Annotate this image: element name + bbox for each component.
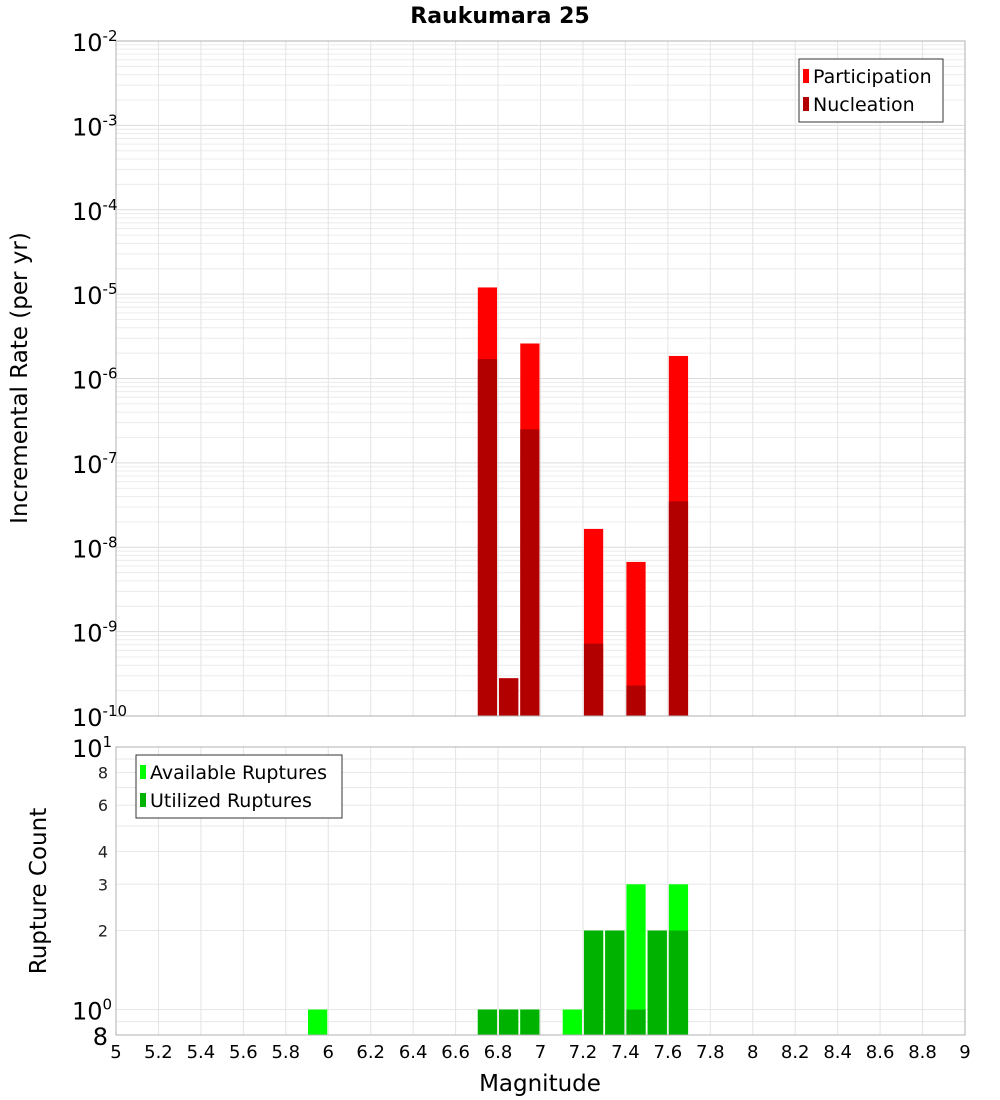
x-tick-label: 8 [747,1042,758,1063]
x-tick-label: 8.2 [781,1042,810,1063]
x-axis-label: Magnitude [479,1071,601,1097]
y-tick-label: 10-5 [72,280,118,310]
utilized-ruptures-bar [583,930,604,1035]
y-tick-label: 10-7 [72,449,118,479]
y-tick-label: 10-9 [72,618,118,648]
y-tick-label: 6 [98,796,108,815]
bottom-y-axis-label: Rupture Count [26,808,52,974]
y-tick-label: 2 [98,922,108,941]
x-tick-label: 6.4 [399,1042,428,1063]
y-tick-label: 8 [98,763,108,782]
nucleation-bar [626,685,646,716]
legend-label: Utilized Ruptures [150,790,312,812]
y-tick-label: 10-3 [72,111,118,141]
x-tick-label: 7.2 [569,1042,598,1063]
utilized-ruptures-bar [605,930,625,1035]
x-tick-label: 6 [323,1042,334,1063]
x-tick-label: 6.6 [441,1042,470,1063]
x-tick-label: 7.8 [696,1042,725,1063]
x-tick-label: 5.6 [229,1042,258,1063]
y-tick-label: 10-4 [72,196,118,226]
y-tick-label: 100 [72,996,112,1026]
utilized-ruptures-bar [626,1009,646,1035]
x-tick-label: 8.6 [866,1042,895,1063]
bottom-plot-bars [308,884,689,1035]
available-ruptures-swatch [140,765,146,779]
top-plot-frame [115,40,966,717]
x-tick-label: 9 [959,1042,970,1063]
nucleation-bar [499,678,519,716]
available-ruptures-bar [562,1009,582,1035]
x-ticks: 5 5.2 5.4 5.6 5.8 6 6.2 6.4 6.6 6.8 7 7.2 7.4 7.6 7.8 8… [110,1042,970,1063]
utilized-ruptures-bar [668,930,689,1035]
legend-box [135,754,343,819]
nucleation-bar [668,501,689,716]
available-ruptures-bar [626,884,646,1035]
x-tick-label: 7 [535,1042,546,1063]
nucleation-bar [477,359,498,716]
y-tick-label: 10-10 [72,702,127,732]
participation-bar [626,561,646,716]
utilized-ruptures-bar [477,1009,498,1035]
y-tick-label: 10-8 [72,533,118,563]
utilized-ruptures-bar [520,1009,540,1035]
top-legend: Participation Nucleation [798,58,944,123]
y-tick-label: 3 [98,875,108,894]
y-tick-label: 8 [93,1023,108,1051]
y-tick-label: 10-6 [72,365,118,395]
x-tick-label: 5 [110,1042,121,1063]
available-ruptures-bar [308,1009,328,1035]
x-tick-label: 5.8 [271,1042,300,1063]
x-tick-label: 7.6 [654,1042,683,1063]
chart-title: Raukumara 25 [410,4,589,29]
legend-label: Nucleation [813,94,915,116]
x-tick-label: 6.2 [356,1042,385,1063]
x-tick-label: 6.8 [484,1042,513,1063]
top-plot-bars [477,287,689,716]
participation-swatch [803,69,809,83]
y-tick-label: 10-2 [72,27,118,57]
utilized-ruptures-bar [647,930,667,1035]
x-tick-label: 7.4 [611,1042,640,1063]
x-tick-label: 5.2 [144,1042,173,1063]
bottom-legend: Available Ruptures Utilized Ruptures [135,754,343,819]
x-tick-label: 8.4 [823,1042,852,1063]
x-tick-label: 8.8 [908,1042,937,1063]
legend-label: Available Ruptures [150,762,327,784]
legend-box [798,58,944,123]
top-plot-grid [115,40,966,717]
y-tick-label: 4 [98,842,108,861]
legend-label: Participation [813,66,932,88]
utilized-ruptures-swatch [140,793,146,807]
nucleation-swatch [803,97,809,111]
nucleation-bar [583,643,604,716]
top-y-axis-label: Incremental Rate (per yr) [7,232,33,524]
utilized-ruptures-bar [499,1009,519,1035]
nucleation-bar [520,429,540,716]
bottom-plot-frame [115,746,966,1036]
y-tick-label: 101 [72,733,112,763]
top-y-ticks: 10-2 10-3 10-4 10-5 10-6 10-7 10-8 10-9 10-10 [72,27,127,732]
x-tick-label: 5.4 [187,1042,216,1063]
